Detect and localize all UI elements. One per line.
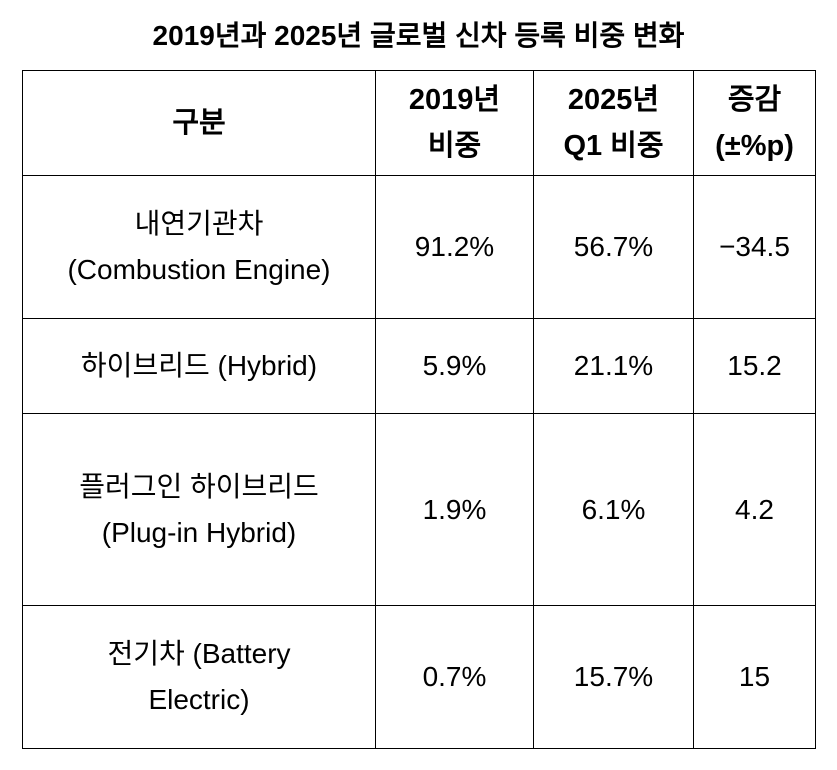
header-category: 구분 [22, 70, 376, 176]
label-text: (Combustion Engine) [67, 254, 331, 285]
header-text: (±%p) [715, 130, 794, 162]
cell-2019: 0.7% [375, 605, 534, 749]
label-text: Electric) [148, 684, 250, 715]
cell-2025: 15.7% [533, 605, 694, 749]
row-label: 전기차 (Battery Electric) [22, 605, 376, 749]
cell-2025: 6.1% [533, 413, 694, 606]
header-text: 비중 [427, 130, 482, 162]
table-row: 하이브리드 (Hybrid) 5.9% 21.1% 15.2 [22, 318, 816, 414]
cell-2019: 91.2% [375, 175, 534, 319]
cell-2025: 21.1% [533, 318, 694, 414]
label-text: (Plug-in Hybrid) [101, 516, 297, 548]
page-title: 2019년과 2025년 글로벌 신차 등록 비중 변화 [152, 20, 685, 51]
cell-change: 15.2 [693, 318, 816, 414]
header-text: 구분 [172, 107, 226, 139]
header-text: Q1 비중 [563, 130, 664, 162]
header-change: 증감 (±%p) [693, 70, 816, 176]
cell-2025: 56.7% [533, 175, 694, 319]
table-row: 플러그인 하이브리드 (Plug-in Hybrid) 1.9% 6.1% 4.2 [22, 413, 816, 606]
label-text: 내연기관차 [134, 208, 264, 239]
cell-change: −34.5 [693, 175, 816, 319]
cell-change: 4.2 [693, 413, 816, 606]
header-text: 증감 [727, 84, 782, 116]
row-label: 내연기관차 (Combustion Engine) [22, 175, 376, 319]
row-label: 하이브리드 (Hybrid) [22, 318, 376, 414]
header-text: 2019년 [408, 84, 501, 116]
header-2025: 2025년 Q1 비중 [533, 70, 694, 176]
header-text: 2025년 [567, 84, 660, 116]
cell-change: 15 [693, 605, 816, 749]
table-row: 내연기관차 (Combustion Engine) 91.2% 56.7% −34… [22, 175, 816, 319]
label-text: 하이브리드 (Hybrid) [80, 350, 318, 381]
cell-2019: 1.9% [375, 413, 534, 606]
table-row: 전기차 (Battery Electric) 0.7% 15.7% 15 [22, 605, 816, 749]
cell-2019: 5.9% [375, 318, 534, 414]
row-label: 플러그인 하이브리드 (Plug-in Hybrid) [22, 413, 376, 606]
label-text: 전기차 (Battery [107, 638, 291, 669]
label-text: 플러그인 하이브리드 [79, 470, 319, 502]
